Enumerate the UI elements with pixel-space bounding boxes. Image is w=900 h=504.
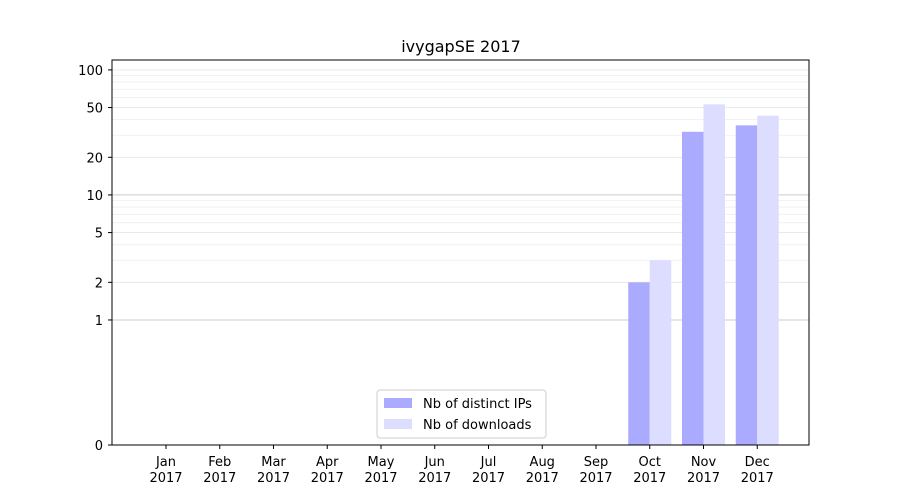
y-tick-label: 0 [95,439,103,454]
legend-swatch [384,398,412,408]
x-tick-label: Aug 2017 [526,455,559,486]
x-tick-label: Jun 2017 [418,455,451,486]
bar-distinct-ips [735,125,758,445]
x-tick-label: Nov 2017 [687,455,720,486]
y-tick-label: 1 [95,314,103,329]
chart-title: ivygapSE 2017 [401,37,521,56]
bars [628,104,779,445]
x-tick-label: Jan 2017 [149,455,182,486]
x-tick-label: Dec 2017 [741,455,774,486]
legend-swatch [384,419,412,429]
bar-downloads [649,260,672,445]
x-tick-label: May 2017 [364,455,397,486]
plot-frame [111,59,810,446]
x-tick-label: Mar 2017 [257,455,290,486]
x-tick-label: Jul 2017 [472,455,505,486]
bar-downloads [757,115,779,445]
y-tick-label: 2 [95,276,103,291]
y-tick-label: 50 [86,102,103,117]
legend-label: Nb of distinct IPs [423,397,532,412]
legend-box [376,389,547,439]
x-tick-label: Apr 2017 [311,455,344,486]
x-tick-label: Sep 2017 [579,455,612,486]
y-tick-label: 20 [86,151,103,166]
y-tick-label: 5 [95,227,103,242]
y-tick-label: 10 [86,189,103,204]
bar-distinct-ips [682,131,704,445]
bar-downloads [703,104,725,445]
y-axis: 0 1 2 5 10 20 50 100 [78,64,112,454]
y-tick-label: 100 [78,64,103,79]
legend-label: Nb of downloads [423,418,532,433]
x-tick-label: Oct 2017 [633,455,666,486]
x-tick-label: Feb 2017 [203,455,236,486]
bar-distinct-ips [628,282,650,445]
x-axis: Jan 2017 Feb 2017 Mar 2017 Apr 2017 May 2017 Jun 20… [149,445,774,486]
legend: Nb of distinct IPs Nb of downloads [376,389,547,439]
